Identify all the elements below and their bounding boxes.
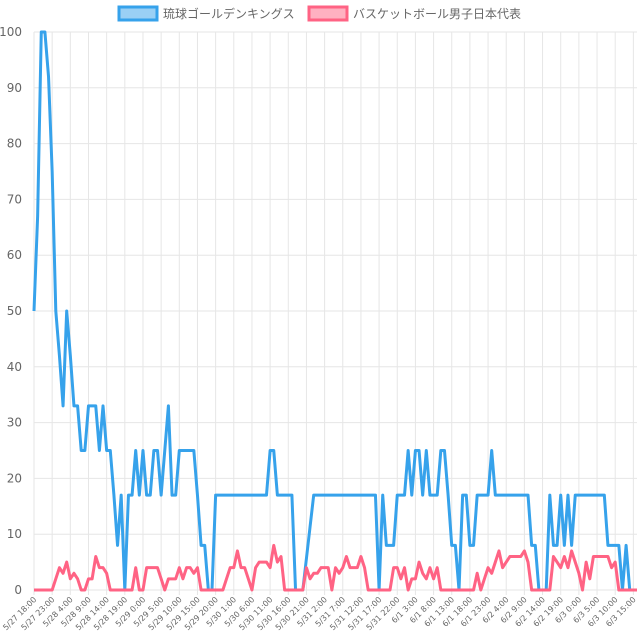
series-line-japan — [34, 543, 637, 592]
y-tick-label: 70 — [7, 192, 22, 206]
legend-item-ryukyu[interactable]: 琉球ゴールデンキングス — [117, 5, 295, 22]
y-tick-label: 80 — [7, 137, 22, 151]
y-axis: 0 10 20 30 40 50 60 70 80 90 100 — [0, 25, 22, 597]
legend-label-japan: バスケットボール男子日本代表 — [353, 7, 521, 21]
x-axis: 5/27 18:005/27 23:005/28 4:005/28 9:005/… — [1, 595, 638, 632]
legend: 琉球ゴールデンキングス バスケットボール男子日本代表 — [117, 5, 521, 22]
x-gridlines — [33, 32, 634, 595]
y-tick-label: 30 — [7, 416, 22, 430]
y-tick-label: 20 — [7, 471, 22, 485]
y-tick-label: 40 — [7, 360, 22, 374]
legend-swatch-ryukyu — [117, 5, 159, 22]
series-line-ryukyu — [32, 30, 637, 592]
series-layer — [32, 30, 637, 592]
legend-swatch-japan — [307, 5, 349, 22]
y-tick-label: 100 — [0, 25, 22, 39]
legend-item-japan[interactable]: バスケットボール男子日本代表 — [307, 5, 521, 22]
legend-label-ryukyu: 琉球ゴールデンキングス — [163, 6, 295, 21]
y-tick-label: 10 — [7, 527, 22, 541]
y-tick-label: 90 — [7, 81, 22, 95]
y-tick-label: 50 — [7, 304, 22, 318]
y-tick-label: 60 — [7, 248, 22, 262]
y-tick-label: 0 — [14, 583, 22, 597]
